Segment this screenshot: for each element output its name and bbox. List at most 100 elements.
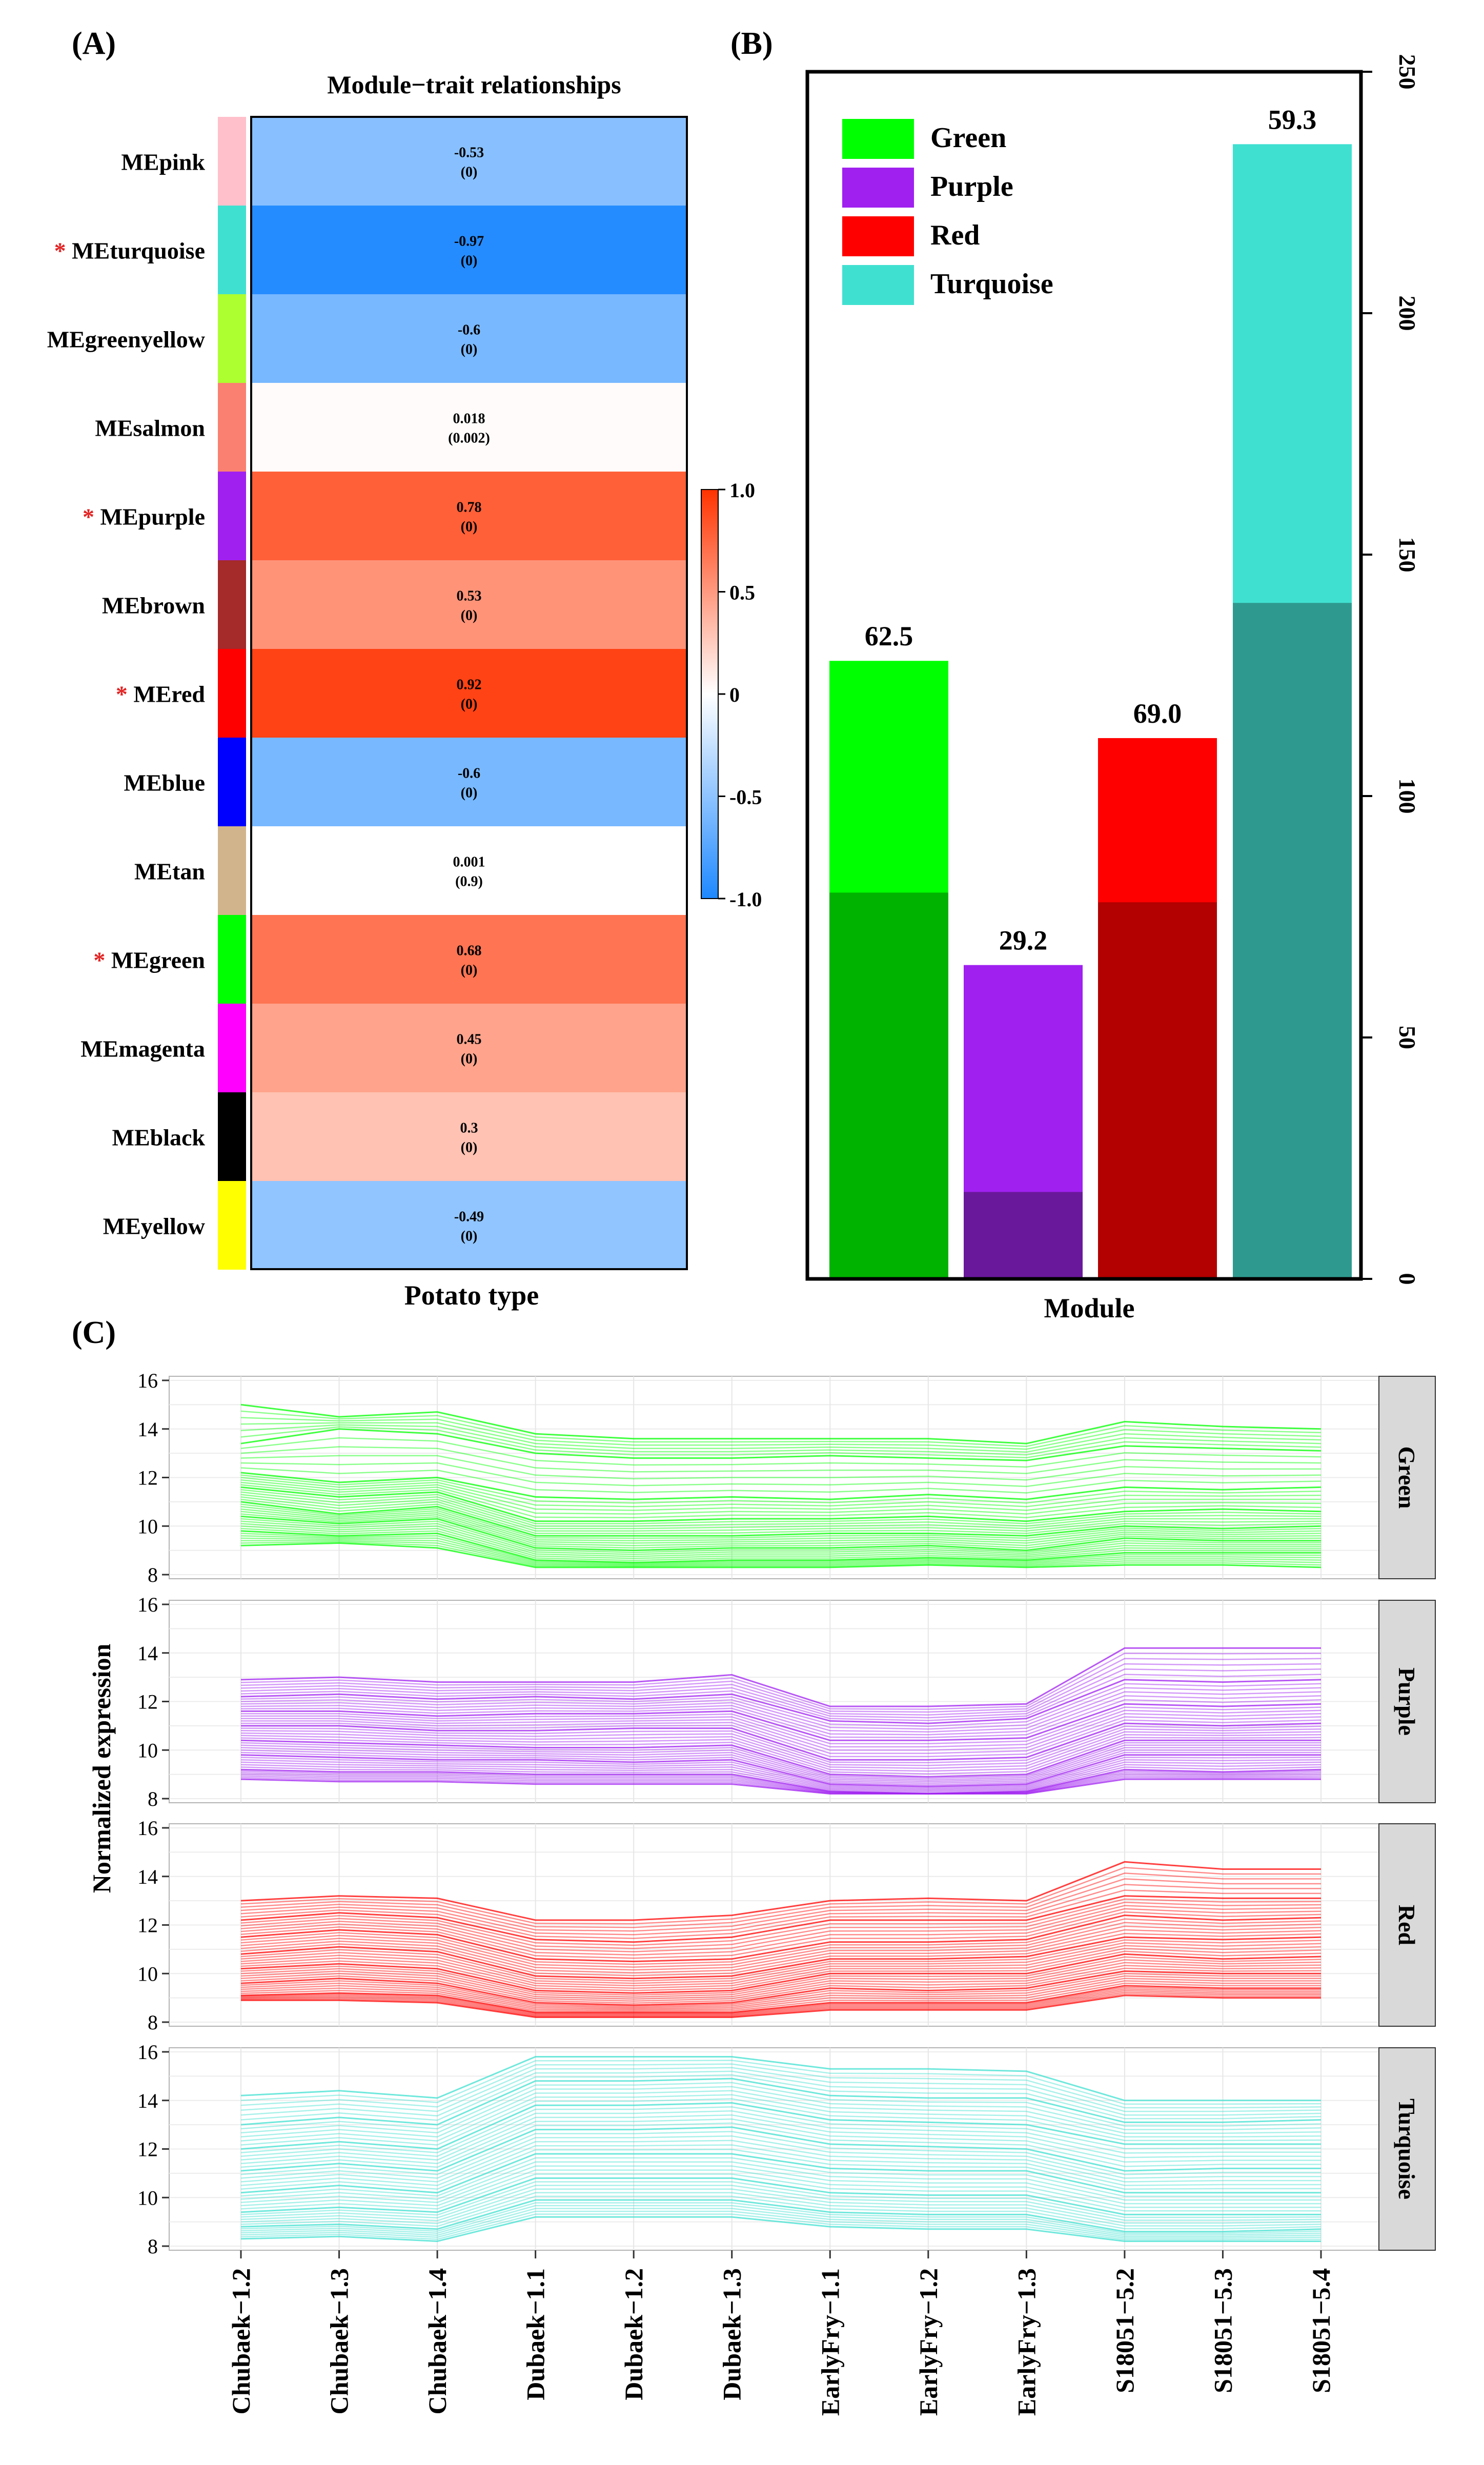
- expression-line: [240, 1422, 1322, 1453]
- line-y-tick-label: 10: [137, 1515, 158, 1538]
- line-y-tick-label: 14: [137, 1642, 158, 1665]
- expression-line: [240, 1503, 1322, 1539]
- significance-star: *: [83, 504, 94, 530]
- expression-line: [240, 1991, 1321, 2016]
- expression-line: [240, 1872, 1321, 1928]
- expression-line: [240, 1959, 1322, 1998]
- expression-line: [240, 2140, 1321, 2183]
- line-x-tick-label: S18051−5.3: [1208, 2268, 1237, 2393]
- expression-line: [240, 1725, 1322, 1763]
- expression-line: [240, 1911, 1322, 1959]
- expression-line: [240, 2126, 1321, 2172]
- expression-line: [240, 1884, 1321, 1936]
- heatmap-p-label: (0): [461, 519, 478, 535]
- bar-y-tick-label: 0: [1394, 1273, 1420, 1285]
- heatmap-title: Module−trait relationships: [327, 70, 621, 99]
- heatmap-cell: [251, 560, 687, 649]
- heatmap-p-label: (0): [461, 1140, 478, 1156]
- bar-xlabel: Module: [1044, 1293, 1134, 1323]
- heatmap-cell: [251, 738, 687, 826]
- expression-line: [240, 1967, 1322, 2004]
- expression-line: [240, 1942, 1322, 1984]
- expression-line: [240, 1778, 1321, 1795]
- row-label-text: MEgreen: [111, 947, 205, 973]
- expression-line: [240, 1535, 1322, 1565]
- colorbar: [701, 489, 719, 899]
- legend-swatch: [842, 168, 914, 208]
- expression-line: [240, 1895, 1321, 1943]
- expression-line: [240, 1975, 1321, 2008]
- line-x-tick-label: Chubaek−1.3: [325, 2268, 354, 2415]
- expression-line: [240, 1699, 1322, 1739]
- line-x-tick-label: Dubaek−1.1: [521, 2268, 550, 2400]
- bar-data-label: 59.3: [1268, 104, 1317, 135]
- heatmap-value-label: -0.49: [454, 1209, 484, 1225]
- expression-line: [240, 1513, 1322, 1549]
- expression-line: [240, 1962, 1322, 2000]
- expression-line: [240, 1925, 1322, 1971]
- bar-data-label: 62.5: [865, 621, 913, 651]
- expression-line: [240, 1426, 1322, 1459]
- bar-subset: [964, 1192, 1083, 1279]
- expression-line: [240, 1506, 1322, 1541]
- legend-label: Purple: [930, 171, 1013, 202]
- line-y-tick-label: 16: [137, 1369, 158, 1392]
- line-x-tick-label: EarlyFry−1.2: [914, 2268, 943, 2416]
- expression-line: [240, 1687, 1322, 1730]
- heatmap-row-label: MEbrown: [102, 593, 205, 619]
- line-y-tick-label: 14: [137, 1418, 158, 1441]
- panel-label-c: (C): [72, 1315, 116, 1350]
- expression-line: [240, 1446, 1322, 1474]
- heatmap-row-label: MEblack: [112, 1125, 206, 1151]
- expression-line: [240, 1653, 1322, 1710]
- heatmap-p-label: (0): [461, 1051, 478, 1067]
- expression-line: [240, 1484, 1322, 1518]
- expression-line: [240, 1541, 1322, 1567]
- heatmap-value-label: -0.97: [454, 234, 484, 250]
- heatmap-cell: [251, 915, 687, 1004]
- expression-line: [240, 2077, 1322, 2126]
- facet-strip: [1378, 1823, 1436, 2027]
- expression-line: [240, 1749, 1321, 1784]
- expression-line: [240, 1766, 1322, 1794]
- expression-line: [240, 1744, 1321, 1781]
- expression-line: [241, 1716, 1322, 1754]
- expression-line: [240, 1918, 1322, 1965]
- legend-label: Turquoise: [930, 268, 1053, 300]
- expression-line: [240, 1985, 1321, 2013]
- facet-label: Red: [1394, 1905, 1420, 1946]
- expression-line: [240, 1754, 1321, 1787]
- expression-line: [240, 1658, 1322, 1713]
- expression-line: [240, 1679, 1322, 1724]
- expression-line: [240, 1970, 1321, 2006]
- heatmap-p-label: (0): [461, 608, 478, 624]
- expression-line: [240, 1501, 1322, 1537]
- expression-line: [240, 2149, 1321, 2190]
- bar-subset: [1098, 902, 1217, 1279]
- heatmap-p-label: (0): [461, 342, 478, 358]
- bar-y-tick-label: 100: [1394, 779, 1420, 814]
- module-color-swatch: [218, 383, 246, 472]
- heatmap-p-label: (0): [461, 963, 478, 979]
- significance-star: *: [116, 681, 128, 707]
- legend-swatch: [842, 216, 914, 256]
- expression-line: [241, 1709, 1322, 1748]
- facet-label: Turquoise: [1394, 2099, 1420, 2199]
- expression-line: [240, 1474, 1322, 1504]
- heatmap-cell: [251, 826, 687, 915]
- expression-line: [240, 1530, 1321, 1563]
- bar-subset: [1233, 603, 1352, 1279]
- expression-line: [240, 1523, 1321, 1557]
- module-color-swatch: [218, 560, 246, 649]
- facet-label: Purple: [1394, 1667, 1420, 1736]
- expression-line: [240, 1462, 1322, 1488]
- expression-line: [240, 1898, 1322, 1946]
- expression-line: [240, 1498, 1322, 1534]
- expression-line: [240, 1988, 1321, 2015]
- expression-line: [240, 1982, 1321, 2012]
- expression-line: [240, 2114, 1321, 2161]
- expression-line: [240, 1950, 1322, 1991]
- expression-line: [240, 1945, 1322, 1987]
- expression-line: [240, 1902, 1322, 1949]
- row-label-text: MEturquoise: [72, 238, 205, 264]
